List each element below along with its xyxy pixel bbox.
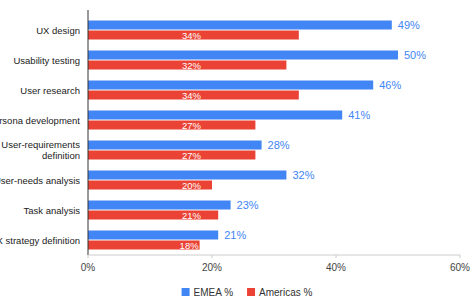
data-label: 27% — [182, 120, 202, 131]
tick-label: 20% — [202, 262, 222, 273]
chart: 0% 20% 40% 60% 49% 50% 46% 41% 28% 32% 23% 21% 34% 32… — [0, 0, 474, 308]
legend-item: Americas % — [247, 287, 312, 298]
category-label: Usability testing — [13, 55, 80, 66]
data-label: 46% — [379, 79, 401, 91]
bar — [88, 81, 373, 90]
legend-label: Americas % — [259, 287, 312, 298]
data-label: 50% — [404, 49, 426, 61]
bar — [88, 121, 255, 130]
legend: EMEA % Americas % — [182, 287, 313, 298]
data-label: 32% — [292, 169, 314, 181]
bar — [88, 241, 200, 250]
tick-label: 60% — [450, 262, 470, 273]
data-label: 18% — [180, 240, 200, 251]
data-label: 32% — [182, 60, 202, 71]
category-label: User-requirementsdefinition — [1, 139, 80, 161]
bar — [88, 201, 231, 210]
category-line: definition — [42, 150, 80, 161]
category-line: User-needs analysis — [0, 175, 80, 186]
bar — [88, 91, 299, 100]
legend-swatch — [182, 288, 190, 296]
data-label: 34% — [182, 90, 202, 101]
tick-label: 40% — [326, 262, 346, 273]
category-line: Usability testing — [13, 55, 80, 66]
axis-line — [88, 255, 460, 256]
data-label: 27% — [182, 150, 202, 161]
bar — [88, 21, 392, 30]
axis-line — [88, 10, 89, 255]
data-label: 21% — [224, 229, 246, 241]
tick-label: 0% — [81, 262, 96, 273]
bar — [88, 51, 398, 60]
legend-label: EMEA % — [194, 287, 234, 298]
category-line: UX design — [36, 25, 80, 36]
bar — [88, 141, 262, 150]
category-line: User research — [20, 85, 80, 96]
category-label: Task analysis — [24, 205, 81, 216]
data-label: 21% — [182, 210, 202, 221]
category-line: UX strategy definition — [0, 235, 80, 246]
category-label: Persona development — [0, 115, 80, 126]
bar — [88, 151, 255, 160]
data-label: 28% — [268, 139, 290, 151]
legend-item: EMEA % — [182, 287, 234, 298]
bar — [88, 111, 342, 120]
bar — [88, 211, 218, 220]
category-label: User-needs analysis — [0, 175, 80, 186]
legend-swatch — [247, 288, 255, 296]
bar — [88, 171, 286, 180]
category-line: Task analysis — [24, 205, 81, 216]
category-line: Persona development — [0, 115, 80, 126]
data-label: 41% — [348, 109, 370, 121]
data-label: 49% — [398, 19, 420, 31]
data-label: 34% — [182, 30, 202, 41]
category-label: UX design — [36, 25, 80, 36]
category-label: UX strategy definition — [0, 235, 80, 246]
bar — [88, 31, 299, 40]
category-line: User-requirements — [1, 139, 80, 150]
bar — [88, 61, 286, 70]
category-label: User research — [20, 85, 80, 96]
data-label: 23% — [237, 199, 259, 211]
data-label: 20% — [182, 180, 202, 191]
bar — [88, 181, 212, 190]
bars — [88, 21, 398, 250]
bar — [88, 231, 218, 240]
